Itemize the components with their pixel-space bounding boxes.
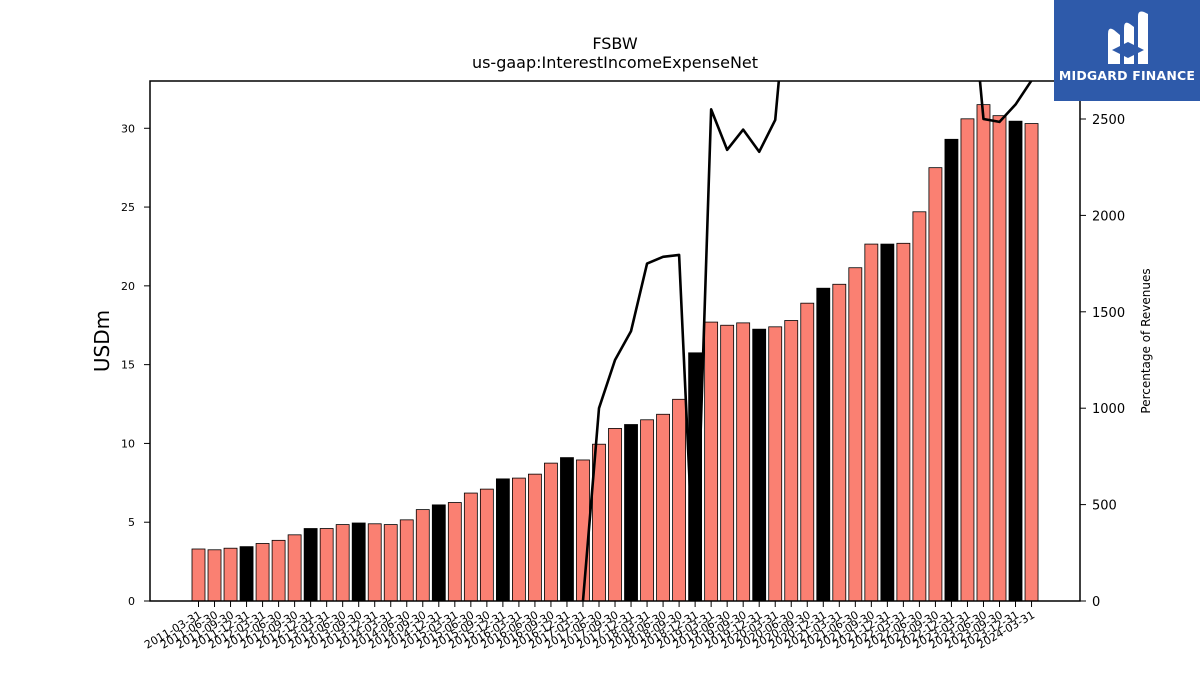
line-series — [581, 81, 1033, 601]
bar — [624, 424, 638, 602]
y-tick-label: 0 — [128, 595, 135, 608]
bar — [976, 104, 991, 602]
bar — [880, 243, 895, 602]
bar — [335, 524, 350, 602]
midgard-logo: MIDGARD FINANCE — [1054, 0, 1200, 101]
bar — [479, 488, 494, 602]
y2-tick-label: 1500 — [1092, 306, 1125, 321]
bar — [351, 522, 366, 602]
bar — [848, 267, 863, 602]
bar — [784, 320, 799, 602]
bar — [207, 549, 222, 602]
bar — [752, 328, 767, 602]
bar — [1008, 120, 1023, 602]
bar — [383, 524, 398, 602]
bar — [271, 539, 286, 602]
bar — [1024, 123, 1039, 602]
bar — [992, 115, 1007, 602]
y-tick-label: 10 — [121, 437, 135, 450]
x-axis: 2011-03-312011-06-302011-09-302011-12-31… — [142, 601, 1037, 652]
bar — [768, 326, 783, 602]
y2-tick-label: 2000 — [1092, 209, 1125, 224]
bar — [367, 523, 382, 602]
bar — [255, 543, 270, 602]
bar — [463, 492, 478, 602]
bar — [560, 457, 574, 602]
bar — [736, 322, 751, 602]
bar — [672, 398, 686, 602]
y2-tick-label: 0 — [1092, 595, 1100, 610]
y-tick-label: 15 — [121, 359, 135, 372]
bar — [303, 528, 318, 602]
bar — [816, 287, 831, 602]
bar — [864, 243, 879, 602]
bar — [239, 546, 254, 602]
y2-tick-label: 500 — [1092, 499, 1117, 514]
bar — [495, 478, 510, 602]
logo-text: MIDGARD FINANCE — [1058, 68, 1196, 83]
line-path — [581, 81, 1033, 601]
y-tick-label: 5 — [128, 516, 135, 529]
chart-subtitle: us-gaap:InterestIncomeExpenseNet — [472, 53, 758, 72]
chart-title: FSBW — [592, 34, 637, 53]
bar — [656, 413, 670, 602]
bar — [544, 462, 558, 602]
y-tick-label: 20 — [121, 280, 135, 293]
bar — [431, 504, 446, 602]
bar — [415, 509, 430, 602]
y-axis-right: 0 500 1000 1500 2000 2500 — [1080, 113, 1125, 610]
y-tick-label: 30 — [121, 122, 135, 135]
bar — [576, 459, 590, 602]
midgard-logo-icon — [1108, 11, 1148, 65]
y2-tick-label: 1000 — [1092, 402, 1125, 417]
bar — [319, 528, 334, 602]
bar — [223, 547, 238, 602]
y-axis-label: USDm — [90, 310, 114, 372]
bar — [512, 477, 526, 602]
bar — [287, 534, 302, 602]
bar — [720, 324, 735, 602]
y-axis-left: 0 5 10 15 20 25 30 — [121, 122, 150, 608]
bar — [608, 428, 622, 602]
bar — [928, 167, 943, 602]
y2-tick-label: 2500 — [1092, 113, 1125, 128]
bar — [800, 302, 815, 602]
bar — [640, 419, 654, 602]
bar — [896, 242, 911, 602]
bar — [528, 473, 542, 602]
bar — [832, 283, 847, 602]
bar — [191, 548, 206, 602]
y2-axis-label: Percentage of Revenues — [1139, 268, 1153, 413]
bar — [447, 502, 462, 602]
bar — [944, 138, 959, 602]
bar — [960, 118, 975, 602]
bar-series — [191, 104, 1039, 602]
bar — [704, 321, 719, 602]
y-tick-label: 25 — [121, 201, 135, 214]
bar — [912, 211, 927, 602]
bar — [399, 519, 414, 602]
